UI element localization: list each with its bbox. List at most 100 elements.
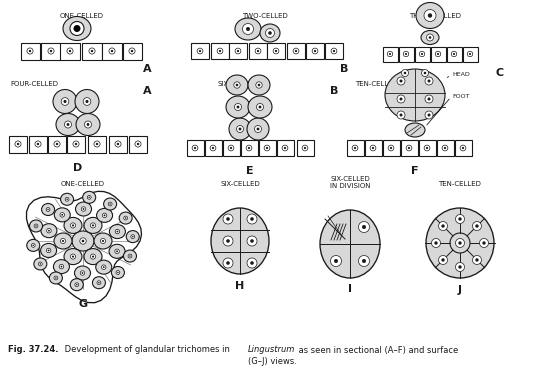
Circle shape (234, 82, 240, 88)
Bar (267, 43, 285, 59)
Circle shape (223, 236, 233, 246)
Text: FOOT: FOOT (452, 94, 469, 100)
Circle shape (115, 229, 120, 234)
Circle shape (27, 48, 33, 54)
Circle shape (397, 111, 405, 119)
Bar (82, 42, 102, 59)
Circle shape (194, 147, 196, 149)
Circle shape (473, 221, 481, 230)
Circle shape (265, 29, 275, 38)
Circle shape (419, 51, 425, 57)
Text: FOUR-CELLED: FOUR-CELLED (10, 81, 58, 87)
Bar (187, 140, 203, 156)
Circle shape (33, 245, 34, 246)
Circle shape (256, 103, 263, 111)
Text: C: C (495, 68, 503, 78)
Circle shape (217, 48, 223, 54)
Circle shape (219, 50, 221, 52)
Circle shape (89, 197, 90, 198)
Circle shape (246, 145, 252, 151)
Circle shape (243, 23, 254, 35)
Circle shape (90, 254, 96, 259)
Circle shape (81, 271, 85, 275)
Circle shape (32, 244, 35, 247)
Circle shape (425, 111, 433, 119)
Ellipse shape (72, 231, 94, 251)
Bar (296, 140, 313, 156)
Circle shape (35, 141, 41, 147)
Circle shape (462, 147, 464, 149)
Circle shape (104, 214, 106, 216)
Circle shape (268, 31, 272, 35)
Circle shape (362, 259, 366, 263)
Circle shape (452, 51, 457, 57)
Ellipse shape (119, 212, 132, 224)
Bar (430, 47, 446, 62)
Circle shape (60, 212, 65, 217)
Circle shape (223, 258, 233, 268)
Circle shape (401, 70, 409, 76)
Circle shape (70, 21, 84, 35)
Ellipse shape (56, 114, 80, 135)
Circle shape (389, 53, 391, 55)
Circle shape (424, 72, 426, 74)
Text: A: A (143, 86, 152, 96)
Bar (399, 47, 413, 62)
Ellipse shape (76, 202, 91, 216)
Circle shape (102, 240, 104, 242)
Circle shape (405, 53, 407, 55)
Circle shape (85, 100, 89, 103)
Ellipse shape (64, 249, 82, 265)
Bar (364, 140, 381, 156)
Circle shape (55, 277, 57, 279)
Circle shape (408, 147, 410, 149)
Ellipse shape (97, 208, 113, 222)
Ellipse shape (34, 258, 47, 270)
Ellipse shape (426, 208, 494, 278)
Text: Fig. 37.24.: Fig. 37.24. (8, 346, 59, 355)
Circle shape (80, 238, 86, 244)
Circle shape (92, 256, 94, 258)
Circle shape (35, 225, 37, 227)
Circle shape (428, 13, 432, 18)
Text: B: B (340, 64, 348, 74)
Circle shape (67, 48, 73, 54)
Circle shape (426, 147, 428, 149)
Ellipse shape (50, 272, 63, 284)
Ellipse shape (123, 250, 137, 262)
Bar (211, 43, 229, 59)
Text: I: I (348, 284, 352, 294)
Circle shape (73, 141, 79, 147)
Ellipse shape (320, 210, 380, 278)
Circle shape (82, 272, 83, 274)
Circle shape (65, 121, 71, 128)
Text: D: D (73, 163, 83, 173)
Circle shape (60, 238, 66, 244)
Circle shape (70, 254, 76, 259)
Circle shape (116, 250, 118, 252)
Circle shape (475, 224, 479, 228)
Circle shape (397, 95, 405, 103)
Circle shape (76, 284, 78, 285)
Circle shape (406, 145, 412, 151)
Circle shape (467, 51, 473, 57)
Bar (325, 43, 343, 59)
Bar (382, 47, 398, 62)
Circle shape (234, 103, 242, 111)
Circle shape (352, 145, 358, 151)
Circle shape (388, 145, 394, 151)
Ellipse shape (64, 217, 82, 233)
Circle shape (250, 239, 254, 243)
Circle shape (82, 240, 84, 242)
Circle shape (94, 141, 100, 147)
Circle shape (123, 216, 128, 220)
Circle shape (83, 98, 91, 105)
Circle shape (197, 48, 203, 54)
Circle shape (235, 48, 241, 54)
Circle shape (226, 239, 230, 243)
Circle shape (81, 207, 86, 211)
Circle shape (212, 147, 214, 149)
Circle shape (399, 79, 403, 82)
Bar (229, 43, 247, 59)
Circle shape (48, 250, 50, 252)
